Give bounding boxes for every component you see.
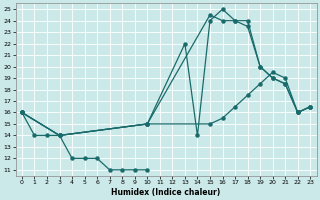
X-axis label: Humidex (Indice chaleur): Humidex (Indice chaleur) bbox=[111, 188, 221, 197]
